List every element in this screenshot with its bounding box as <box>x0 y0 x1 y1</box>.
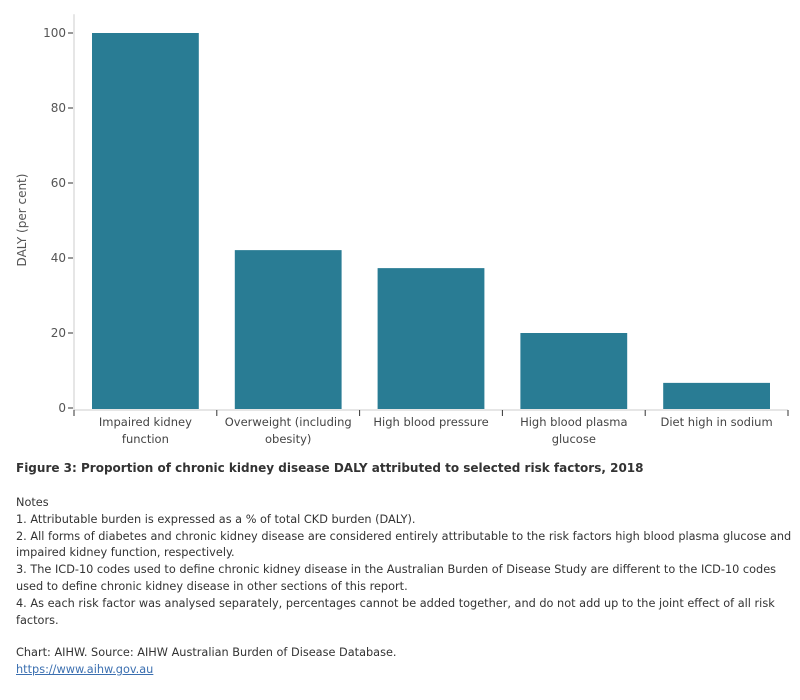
x-tick-label: Impaired kidney <box>99 415 192 429</box>
figure-caption: Figure 3: Proportion of chronic kidney d… <box>16 461 644 475</box>
bar <box>377 268 485 409</box>
notes-heading: Notes <box>16 496 49 509</box>
y-tick-label: 40 <box>51 251 66 265</box>
y-tick-label: 20 <box>51 326 66 340</box>
source-link[interactable]: https://www.aihw.gov.au <box>16 662 154 676</box>
note-item: 3. The ICD-10 codes used to define chron… <box>16 563 777 593</box>
bar <box>92 33 199 409</box>
bar <box>234 250 342 409</box>
note-item: 2. All forms of diabetes and chronic kid… <box>16 529 792 560</box>
x-tick-label: High blood plasma <box>520 415 627 429</box>
bar <box>520 333 628 409</box>
source: Chart: AIHW. Source: AIHW Australian Bur… <box>16 645 796 679</box>
y-axis-label: DALY (per cent) <box>15 174 29 267</box>
x-tick-label: glucose <box>552 432 596 446</box>
y-tick-label: 100 <box>43 26 66 40</box>
x-tick-label: Overweight (including <box>225 415 352 429</box>
bar <box>663 382 770 409</box>
x-tick-label: obesity) <box>265 432 311 446</box>
note-item: 1. Attributable burden is expressed as a… <box>16 512 416 526</box>
x-tick-label: High blood pressure <box>373 415 488 429</box>
y-tick-label: 80 <box>51 101 66 115</box>
y-tick-label: 60 <box>51 176 66 190</box>
notes: Notes 1. Attributable burden is expresse… <box>16 495 796 629</box>
source-text: Chart: AIHW. Source: AIHW Australian Bur… <box>16 646 397 659</box>
x-tick-label: Diet high in sodium <box>661 415 773 429</box>
y-tick-label: 0 <box>58 401 66 415</box>
x-tick-label: function <box>122 432 169 446</box>
note-item: 4. As each risk factor was analysed sepa… <box>16 596 775 627</box>
bar-chart: DALY (per cent) 0 20 40 60 80 100 Impaired kid… <box>15 14 789 446</box>
